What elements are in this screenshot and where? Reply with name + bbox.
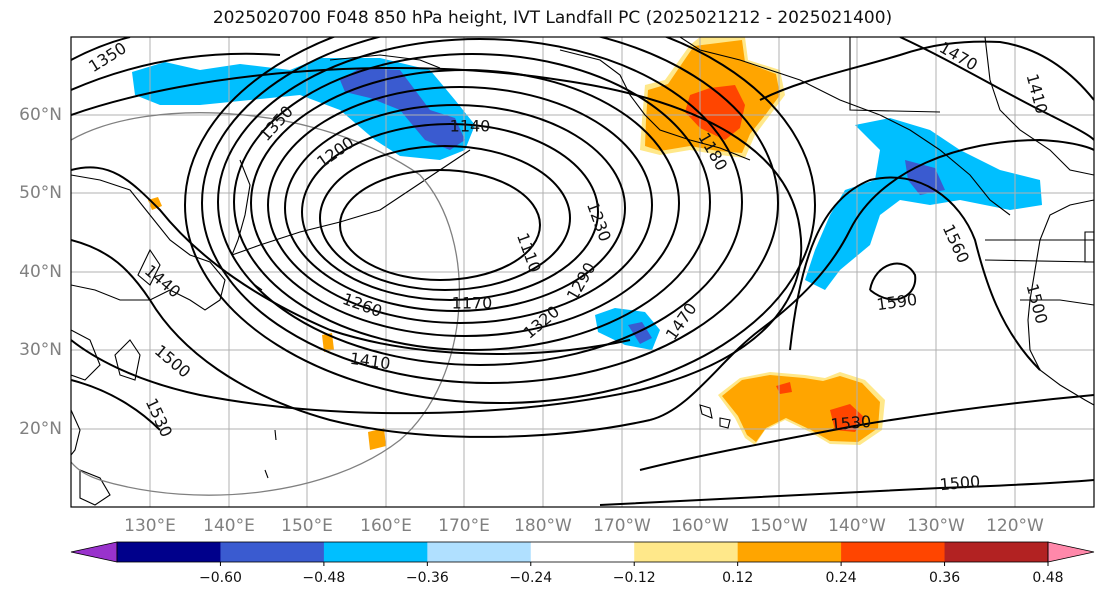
lon-label: 160°W <box>671 516 729 536</box>
lat-label: 50°N <box>19 183 62 203</box>
height-contours <box>71 37 1094 506</box>
lon-label: 160°E <box>360 516 412 536</box>
colorbar-tick-label: 0.48 <box>1032 570 1063 586</box>
contour-label: 1140 <box>450 117 491 136</box>
colorbar-tick-label: −0.60 <box>199 570 242 586</box>
lat-label: 30°N <box>19 340 62 360</box>
map-frame <box>70 36 1095 508</box>
lon-label: 170°W <box>593 516 651 536</box>
map-title: 2025020700 F048 850 hPa height, IVT Land… <box>212 8 893 28</box>
lon-label: 130°E <box>124 516 176 536</box>
positive-anomaly-speck-3 <box>368 428 386 450</box>
positive-anomaly-hawaii-red-small <box>776 382 792 394</box>
lon-label: 140°E <box>203 516 255 536</box>
colorbar-segment <box>737 542 842 562</box>
coastlines <box>71 37 1094 506</box>
negative-anomaly-central-core <box>628 322 652 344</box>
contour-label: 1500 <box>939 472 981 494</box>
colorbar-tick-label: 0.24 <box>826 570 857 586</box>
contour-label: 1170 <box>452 294 493 313</box>
colorbar-segment <box>220 542 325 562</box>
lon-label: 170°E <box>438 516 490 536</box>
colorbar-tick-label: −0.36 <box>406 570 449 586</box>
lat-label: 60°N <box>19 105 62 125</box>
negative-anomaly-bering-core <box>340 68 465 150</box>
lon-label: 150°W <box>750 516 808 536</box>
colorbar-extend-high <box>1047 541 1095 563</box>
lat-label: 40°N <box>19 262 62 282</box>
contour-label: 1530 <box>830 412 872 434</box>
colorbar-tick-label: 0.36 <box>929 570 960 586</box>
lon-label: 140°W <box>828 516 886 536</box>
colorbar-tick-label: −0.24 <box>509 570 552 586</box>
colorbar-tick-label: 0.12 <box>722 570 753 586</box>
colorbar-segment <box>117 542 221 562</box>
colorbar-segment <box>530 542 635 562</box>
colorbar-segment <box>323 542 428 562</box>
longitude-labels: 130°E 140°E 150°E 160°E 170°E 180°W 170°… <box>124 516 1044 536</box>
great-circle-outline <box>71 112 461 496</box>
lon-label: 150°E <box>281 516 333 536</box>
colorbar-segment <box>841 542 946 562</box>
colorbar-tick-label: −0.12 <box>613 570 656 586</box>
lon-label: 120°W <box>986 516 1044 536</box>
colorbar-segment <box>427 542 532 562</box>
graticule <box>71 37 1094 507</box>
positive-anomaly-speck-2 <box>322 333 334 352</box>
colorbar-border <box>116 541 1049 563</box>
colorbar-extend-low <box>70 541 118 563</box>
lon-label: 180°W <box>514 516 572 536</box>
lon-label: 130°W <box>907 516 965 536</box>
colorbar: −0.60 −0.48 −0.36 −0.24 −0.12 0.12 0.24 0.36 0.4… <box>70 541 1095 586</box>
ivt-shading <box>132 37 1042 450</box>
colorbar-segment <box>634 542 739 562</box>
lat-label: 20°N <box>19 419 62 439</box>
latitude-labels: 60°N 50°N 40°N 30°N 20°N <box>19 105 62 439</box>
colorbar-tick-label: −0.48 <box>302 570 345 586</box>
negative-anomaly-gulf <box>805 118 1042 290</box>
colorbar-segment <box>944 542 1049 562</box>
